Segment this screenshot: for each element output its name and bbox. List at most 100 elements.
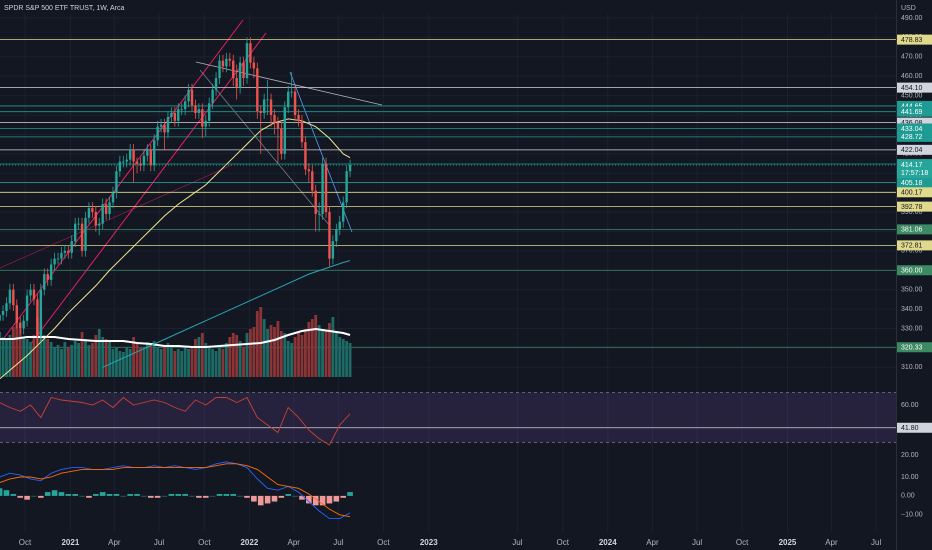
macd-histogram: [86, 495, 92, 498]
candle-body: [297, 114, 300, 121]
macd-histogram: [106, 494, 113, 496]
volume-bar: [187, 349, 190, 377]
volume-bar: [104, 339, 108, 377]
candle-body: [8, 289, 12, 304]
volume-bar: [328, 323, 331, 377]
candle-body: [67, 250, 70, 253]
chart-title: SPDR S&P 500 ETF TRUST, 1W, Arca: [4, 5, 124, 12]
candle-body: [214, 78, 218, 90]
volume-bar: [142, 347, 146, 377]
volume-bar: [8, 335, 12, 377]
candle-body: [19, 322, 22, 329]
level-label: 381.06: [901, 227, 923, 234]
volume-bar: [66, 347, 70, 377]
candle-body: [218, 60, 221, 79]
macd-histogram: [141, 495, 147, 497]
volume-bar: [269, 325, 273, 377]
volume-bar: [87, 345, 91, 377]
candle-body: [115, 171, 118, 193]
x-tick-label: Jul: [512, 538, 522, 547]
candle-body: [156, 126, 159, 141]
candle-body: [128, 149, 132, 160]
volume-bar: [1, 337, 5, 377]
macd-histogram: [134, 494, 140, 496]
x-tick-label: 2022: [240, 538, 258, 547]
volume-bar: [56, 345, 60, 377]
x-tick-label: Apr: [108, 538, 121, 547]
volume-bar: [149, 345, 153, 377]
volume-bar: [5, 339, 8, 377]
candle-body: [111, 192, 115, 203]
price-pane: [0, 37, 896, 379]
candle-body: [345, 171, 348, 203]
volume-bar: [159, 349, 163, 377]
volume-bar: [218, 347, 221, 377]
candle-body: [118, 161, 122, 172]
level-label: 400.17: [901, 190, 923, 197]
macd-histogram: [127, 494, 133, 496]
candle-body: [283, 107, 286, 154]
level-label-box: [897, 342, 932, 353]
level-label-box: [897, 34, 932, 45]
volume-bar: [348, 343, 352, 377]
candle-body: [43, 274, 46, 290]
candle-body: [12, 289, 15, 306]
volume-bar: [273, 327, 276, 377]
candle-body: [300, 120, 304, 143]
candle-body: [190, 89, 194, 106]
volume-bar: [245, 333, 249, 377]
x-tick-label: Oct: [736, 538, 749, 547]
volume-bar: [252, 327, 256, 377]
rsi-band: [0, 392, 896, 443]
macd-histogram: [65, 494, 72, 496]
x-tick-label: Jul: [692, 538, 702, 547]
candle-body: [70, 241, 73, 253]
candle-body: [1, 311, 5, 315]
candle-body: [122, 161, 125, 163]
volume-bar: [211, 349, 215, 377]
trend-line: [195, 61, 383, 106]
level-label: 405.18: [901, 180, 923, 187]
volume-bar: [180, 351, 184, 377]
level-label-box: [897, 117, 932, 128]
macd-histogram: [271, 495, 278, 502]
candle-body: [146, 149, 149, 156]
rsi-tick-label: 20.00: [901, 452, 919, 459]
volume-bar: [11, 327, 15, 377]
macd-histogram: [113, 494, 120, 496]
level-label: 422.04: [901, 147, 923, 154]
macd-histogram: [285, 494, 292, 496]
volume-bar: [29, 342, 32, 377]
volume-bar: [70, 345, 74, 377]
y-tick-label: 370.00: [901, 248, 923, 255]
macd-histogram: [216, 494, 223, 496]
x-tick-label: Oct: [19, 538, 32, 547]
level-label: 428.72: [901, 134, 923, 141]
volume-bar: [266, 329, 270, 377]
volume-bar: [46, 339, 50, 377]
candle-body: [207, 103, 211, 121]
candle-body: [242, 62, 245, 79]
macd-histogram: [175, 494, 182, 496]
level-label-box: [897, 82, 932, 93]
macd-line: [0, 461, 351, 520]
volume-bar: [276, 321, 280, 377]
x-tick-label: 2023: [420, 538, 438, 547]
candle-body: [269, 99, 273, 115]
candle-body: [80, 223, 84, 251]
candle-body: [29, 289, 32, 296]
volume-bar: [286, 341, 290, 377]
volume-bar: [304, 329, 307, 377]
volume-bar: [94, 335, 98, 377]
candle-body: [328, 212, 331, 259]
x-tick-label: 2021: [61, 538, 79, 547]
volume-bar: [317, 325, 321, 377]
macd-histogram: [51, 490, 58, 496]
candle-body: [170, 113, 173, 117]
candle-body: [348, 165, 352, 172]
volume-bar: [84, 339, 87, 377]
candle-body: [197, 109, 201, 114]
rsi-level-box: [897, 422, 932, 433]
y-tick-label: 340.00: [901, 306, 923, 313]
